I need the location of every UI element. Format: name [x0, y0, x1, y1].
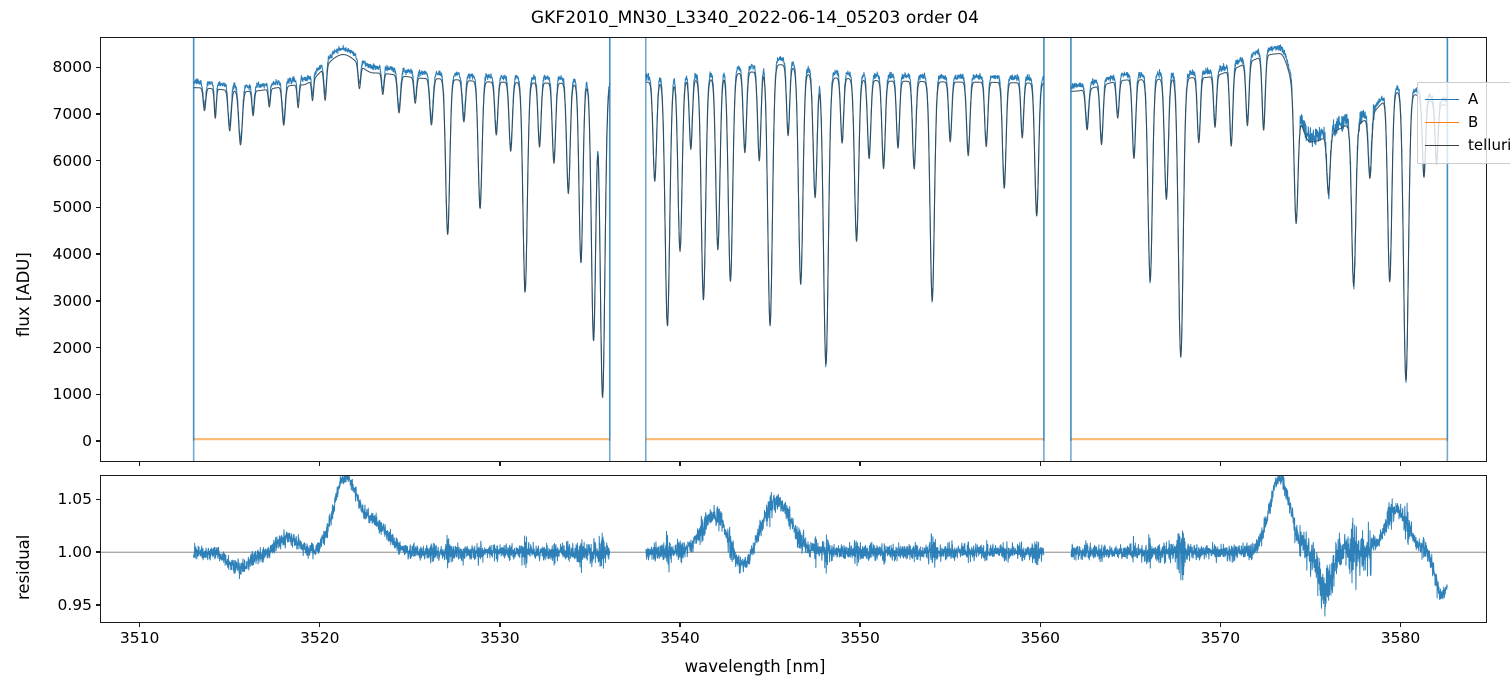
flux-ytickmark-4: [95, 253, 100, 255]
residual-plot-canvas: [100, 475, 1487, 617]
flux-ytick-0: 0: [82, 431, 92, 450]
residual-xtickmark-7: [1399, 623, 1402, 627]
flux-xtickmark-1: [319, 462, 321, 466]
flux-series-a-seg0: [193, 44, 611, 397]
flux-ytick-7: 7000: [52, 105, 92, 124]
xtick-2: 3530: [480, 629, 520, 647]
xtick-0: 3510: [119, 629, 160, 647]
legend-item-telluric: telluric model: [1425, 134, 1510, 157]
flux-ytickmark-1: [95, 393, 100, 395]
legend-label-b: B: [1468, 113, 1479, 131]
flux-ytick-5: 5000: [52, 198, 92, 217]
residual-xtickmark-1: [319, 623, 321, 627]
flux-series-telluric-seg1: [645, 64, 1045, 365]
residual-axis-label: residual: [14, 534, 33, 600]
flux-series-a-seg2: [1070, 44, 1448, 383]
xtick-3: 3540: [660, 629, 700, 647]
flux-plot-panel: A B telluric model: [100, 37, 1510, 462]
residual-xtickmark-3: [679, 623, 681, 627]
xtick-1: 3520: [300, 629, 340, 647]
flux-series-a-seg1: [645, 55, 1045, 368]
legend-line-telluric: [1425, 145, 1459, 146]
residual-series-seg0: [193, 475, 611, 580]
flux-xtickmark-4: [859, 462, 861, 466]
flux-ytick-4: 4000: [52, 245, 92, 264]
flux-y-tick-labels: 0 1000 2000 3000 4000 5000 6000 7000 8000: [0, 0, 92, 696]
legend-line-b: [1425, 122, 1459, 123]
flux-series-telluric-seg0: [193, 54, 611, 398]
flux-ytickmark-2: [95, 346, 100, 349]
residual-ytickmark-1: [95, 551, 100, 553]
xtick-4: 3550: [840, 629, 880, 647]
flux-ytickmark-6: [95, 160, 100, 162]
residual-plot-panel: [100, 475, 1487, 623]
flux-series-telluric-seg2: [1070, 53, 1448, 382]
flux-xtickmark-7: [1399, 462, 1402, 466]
flux-ytick-1: 1000: [52, 385, 92, 404]
residual-xtickmark-5: [1039, 623, 1041, 627]
residual-series-seg1: [645, 491, 1045, 574]
flux-ytickmark-7: [95, 113, 100, 115]
flux-ytickmark-3: [95, 300, 100, 302]
residual-ytick-2: 1.05: [57, 490, 92, 509]
legend-label-telluric: telluric model: [1468, 136, 1510, 154]
legend-label-a: A: [1468, 90, 1479, 108]
flux-ytickmark-5: [95, 206, 100, 209]
residual-xtickmark-2: [499, 623, 501, 627]
residual-xtickmark-4: [859, 623, 861, 627]
flux-xtickmark-6: [1219, 462, 1222, 466]
flux-xtickmark-5: [1039, 462, 1041, 466]
flux-axis-label: flux [ADU]: [14, 252, 33, 337]
residual-ytickmark-0: [95, 604, 100, 606]
legend-item-a: A: [1425, 88, 1510, 111]
xtick-7: 3580: [1380, 629, 1421, 647]
legend-line-a: [1425, 99, 1459, 100]
residual-ytickmark-2: [95, 498, 100, 500]
residual-xtickmark-6: [1219, 623, 1222, 627]
residual-xtickmark-0: [138, 623, 141, 627]
legend-item-b: B: [1425, 111, 1510, 134]
flux-ytickmark-0: [95, 440, 100, 442]
flux-xtickmark-3: [679, 462, 681, 466]
flux-xtickmark-2: [499, 462, 501, 466]
residual-ytick-0: 0.95: [57, 596, 92, 615]
flux-ytick-2: 2000: [52, 338, 92, 357]
flux-ytickmark-8: [95, 66, 100, 69]
residual-y-tick-labels: 0.95 1.00 1.05: [0, 0, 92, 696]
flux-plot-canvas: [192, 37, 1449, 462]
legend: A B telluric model: [1417, 82, 1510, 164]
figure-title: GKF2010_MN30_L3340_2022-06-14_05203 orde…: [530, 8, 980, 28]
flux-ytick-8: 8000: [52, 58, 92, 77]
x-tick-labels: 3510 3520 3530 3540 3550 3560 3570 3580: [0, 629, 1510, 653]
residual-series-seg2: [1070, 475, 1448, 617]
x-axis-label: wavelength [nm]: [684, 657, 826, 676]
flux-xtickmark-0: [138, 462, 141, 466]
xtick-6: 3570: [1200, 629, 1241, 647]
flux-ytick-6: 6000: [52, 151, 92, 170]
xtick-5: 3560: [1020, 629, 1060, 647]
residual-ytick-1: 1.00: [57, 543, 92, 562]
flux-ytick-3: 3000: [52, 291, 92, 310]
